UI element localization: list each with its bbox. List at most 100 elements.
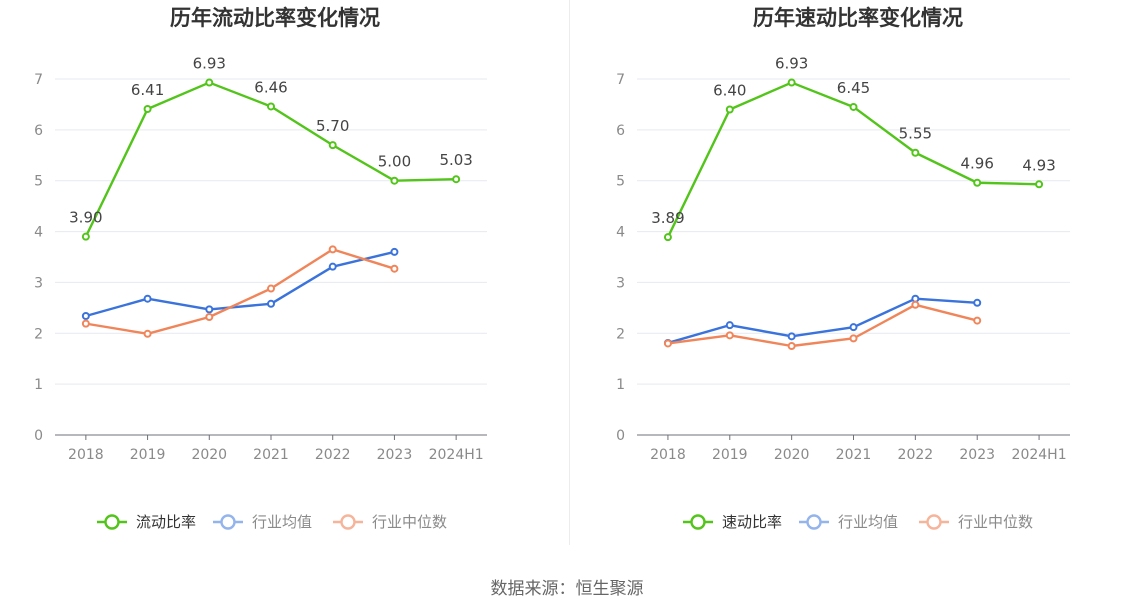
data-point — [267, 299, 275, 308]
data-point — [267, 102, 275, 111]
data-point — [143, 329, 152, 338]
data-point — [81, 319, 90, 328]
data-point — [973, 178, 982, 187]
series-line-3 — [667, 303, 978, 348]
data-point — [81, 232, 90, 241]
data-point — [390, 247, 399, 256]
legend-item-2: 行业均值 — [799, 513, 898, 531]
data-point — [1035, 180, 1044, 189]
legend-item-3: 行业中位数 — [919, 513, 1033, 531]
x-tick-label: 2024H1 — [429, 447, 484, 463]
chart-panel-2: 历年速动比率变化情况 0 1 2 3 4 5 6 7 2018 2019 2020 2021 2022 20… — [616, 6, 1070, 531]
data-point — [725, 331, 734, 340]
data-point — [143, 294, 152, 303]
data-point — [787, 342, 796, 350]
y-tick-label: 2 — [34, 326, 43, 342]
data-label: 5.70 — [316, 117, 349, 135]
data-point — [663, 233, 672, 242]
x-tick-label: 2018 — [68, 447, 104, 463]
panel-divider — [569, 0, 570, 545]
x-tick-label: 2021 — [836, 447, 872, 463]
y-tick-label: 0 — [616, 428, 625, 444]
legend-swatch-marker — [340, 514, 356, 530]
data-label: 4.96 — [961, 155, 994, 173]
y-tick-label: 6 — [34, 123, 43, 139]
legend-item-1: 速动比率 — [683, 513, 782, 531]
y-tick-label: 1 — [34, 377, 43, 393]
y-tick-label: 4 — [616, 225, 625, 241]
data-point — [725, 105, 734, 114]
data-point — [849, 334, 858, 343]
data-point — [328, 262, 337, 271]
data-point — [663, 339, 672, 348]
data-point — [973, 298, 982, 307]
chart-title: 历年速动比率变化情况 — [753, 6, 963, 30]
x-tick-label: 2021 — [253, 447, 289, 463]
chart-title: 历年流动比率变化情况 — [170, 6, 380, 30]
series-line-2 — [85, 250, 395, 318]
data-label: 5.03 — [439, 151, 472, 169]
data-point — [911, 148, 920, 157]
data-point — [81, 311, 90, 320]
data-point — [390, 176, 399, 185]
data-label: 3.89 — [651, 209, 684, 227]
data-source-note: 数据来源：恒生聚源 — [490, 579, 644, 599]
data-point — [787, 78, 796, 87]
x-tick-label: 2018 — [650, 447, 686, 463]
y-tick-label: 5 — [616, 174, 625, 190]
data-label: 3.90 — [69, 209, 102, 227]
data-point — [849, 102, 858, 111]
y-tick-label: 5 — [34, 174, 43, 190]
series-line-3 — [85, 248, 395, 335]
x-tick-label: 2019 — [130, 447, 166, 463]
legend-swatch-marker — [104, 514, 120, 530]
data-point — [849, 323, 858, 332]
chart-panel-1: 历年流动比率变化情况 0 1 2 3 4 5 6 7 2018 2019 2020 2021 2022 20… — [34, 6, 487, 531]
legend-swatch-marker — [806, 514, 822, 530]
y-tick-label: 3 — [616, 275, 625, 291]
legend-swatch-marker — [690, 514, 706, 530]
x-tick-label: 2019 — [712, 447, 748, 463]
data-point — [973, 316, 982, 325]
legend-item-3: 行业中位数 — [333, 513, 447, 531]
data-label: 6.41 — [131, 81, 164, 99]
data-label: 6.93 — [775, 55, 808, 73]
data-point — [328, 245, 337, 254]
legend-label: 行业均值 — [838, 513, 898, 531]
data-label: 6.46 — [254, 78, 287, 96]
legend-label: 行业中位数 — [372, 513, 447, 531]
data-label: 6.45 — [837, 79, 870, 97]
x-tick-label: 2020 — [191, 447, 227, 463]
data-point — [390, 264, 399, 273]
data-label: 6.40 — [713, 82, 746, 100]
series-line-2 — [667, 297, 978, 345]
legend-swatch-marker — [220, 514, 236, 530]
data-point — [267, 284, 275, 293]
x-tick-label: 2023 — [377, 447, 413, 463]
legend-label: 流动比率 — [136, 513, 196, 531]
legend-item-1: 流动比率 — [97, 513, 196, 531]
y-tick-label: 2 — [616, 326, 625, 342]
y-tick-label: 7 — [34, 72, 43, 88]
legend-label: 行业均值 — [252, 513, 312, 531]
x-tick-label: 2020 — [774, 447, 810, 463]
legend-label: 速动比率 — [722, 513, 782, 531]
data-point — [205, 305, 214, 314]
y-tick-label: 7 — [616, 72, 625, 88]
y-tick-label: 3 — [34, 275, 43, 291]
data-point — [452, 175, 461, 184]
data-point — [725, 321, 734, 330]
y-tick-label: 1 — [616, 377, 625, 393]
data-label: 6.93 — [193, 55, 226, 73]
data-label: 5.55 — [899, 125, 932, 143]
data-label: 4.93 — [1022, 156, 1055, 174]
data-label: 5.00 — [378, 153, 411, 171]
y-tick-label: 4 — [34, 225, 43, 241]
data-point — [205, 313, 214, 322]
data-point — [205, 78, 214, 87]
data-point — [787, 332, 796, 341]
data-point — [143, 105, 152, 114]
legend-label: 行业中位数 — [958, 513, 1033, 531]
legend-item-2: 行业均值 — [213, 513, 312, 531]
